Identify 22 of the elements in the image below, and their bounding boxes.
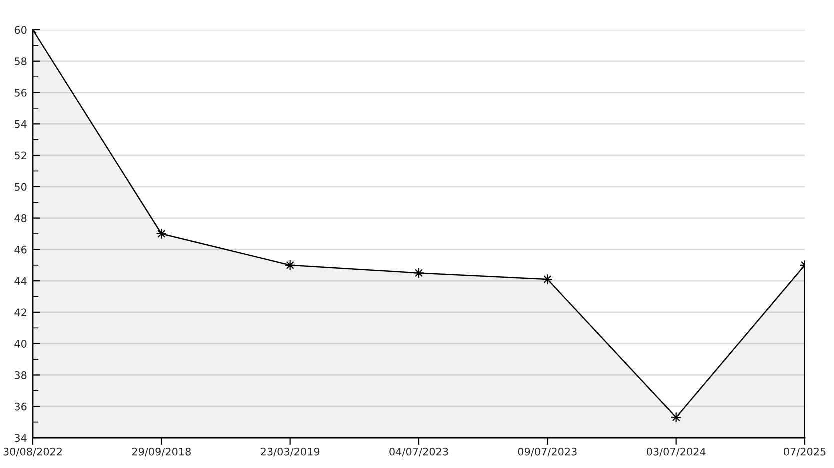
y-tick-label: 52 (14, 152, 26, 160)
y-tick-label: 54 (14, 120, 27, 128)
x-tick-label: 07/2025 (784, 448, 826, 457)
y-tick-label: 60 (14, 26, 27, 34)
x-tick-label: 29/09/2018 (132, 448, 191, 457)
x-tick-label: 23/03/2019 (261, 448, 320, 457)
x-tick-label: 04/07/2023 (390, 448, 448, 457)
y-tick-label: 38 (14, 371, 27, 380)
y-tick-label: 36 (14, 402, 27, 411)
y-tick-label: 56 (14, 88, 27, 97)
y-tick-label: 34 (14, 434, 27, 442)
y-tick-label: 50 (14, 183, 27, 192)
point (414, 268, 424, 279)
y-tick-label: 44 (14, 277, 27, 286)
x-tick-label: 03/07/2024 (647, 448, 706, 457)
y-tick-label: 40 (14, 340, 27, 348)
y-tick-label: 46 (14, 246, 27, 254)
x-tick-label: 09/07/2023 (518, 448, 577, 457)
x-tick-label: 30/08/2022 (4, 448, 62, 457)
y-tick-label: 42 (14, 308, 26, 316)
y-tick-label: 58 (14, 58, 27, 66)
y-tick-label: 48 (14, 214, 27, 222)
